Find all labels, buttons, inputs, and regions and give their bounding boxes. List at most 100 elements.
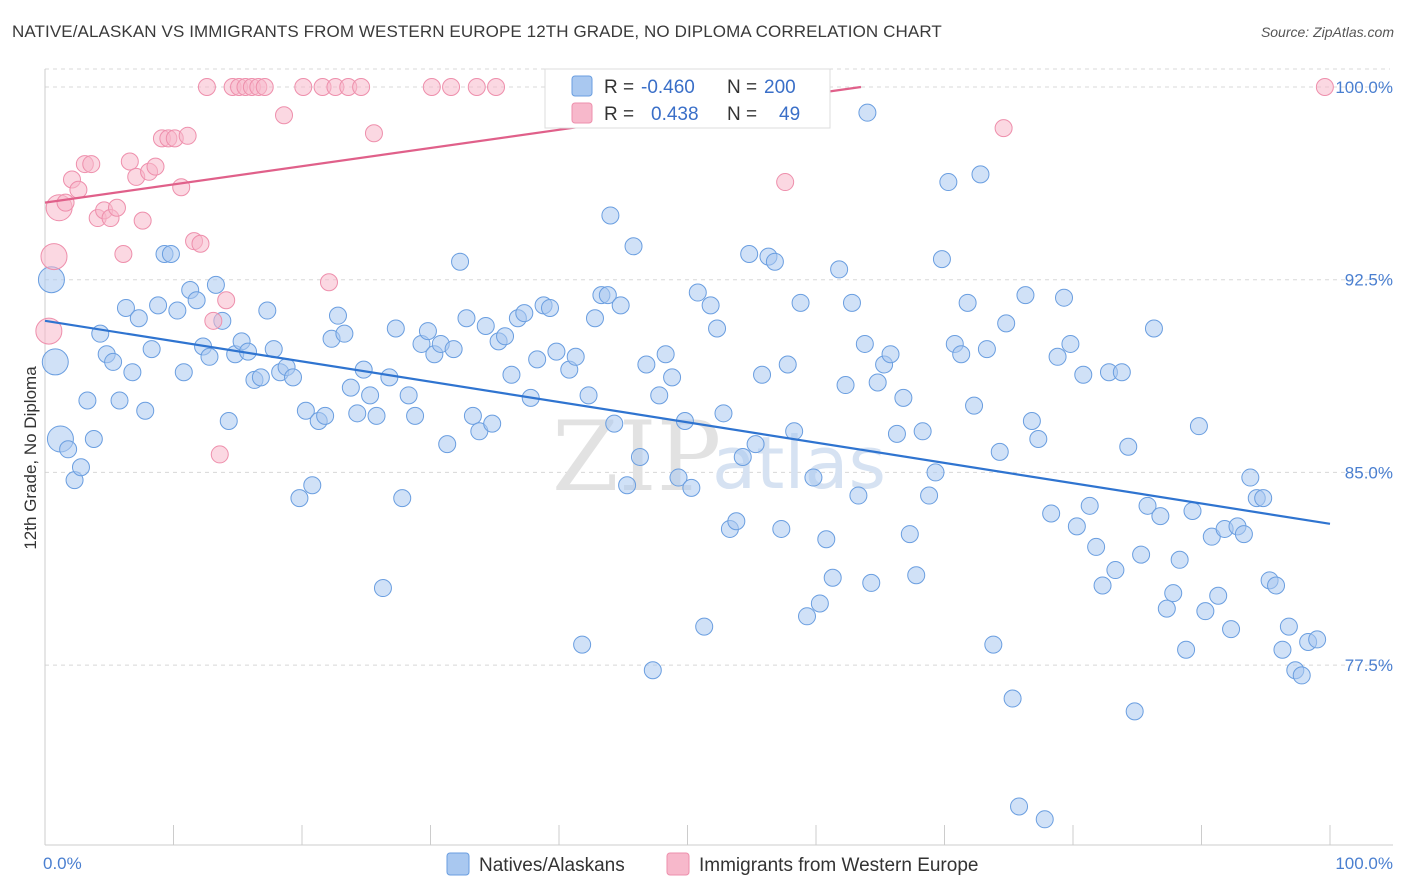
natives-point (1132, 545, 1151, 564)
natives-point (444, 340, 463, 359)
natives-point (778, 355, 797, 374)
natives-point (598, 286, 617, 305)
y-axis-label: 12th Grade, No Diploma (21, 366, 40, 550)
legend-swatch-blue (571, 75, 593, 97)
x-tick-label: 0.0% (43, 854, 82, 873)
natives-point (251, 368, 270, 387)
natives-point (37, 266, 65, 294)
natives-point (858, 103, 877, 122)
natives-point (129, 309, 148, 328)
immigrants-point (82, 155, 101, 174)
natives-point (348, 404, 367, 423)
source-label: Source: ZipAtlas.com (1260, 24, 1394, 40)
natives-point (258, 301, 277, 320)
natives-point (1029, 430, 1048, 449)
natives-point (41, 348, 69, 376)
natives-point (528, 350, 547, 369)
natives-point (123, 363, 142, 382)
bottom-legend-label-natives: Natives/Alaskans (479, 855, 625, 876)
immigrants-point (487, 77, 506, 96)
natives-point (798, 607, 817, 626)
natives-point (290, 489, 309, 508)
natives-point (187, 291, 206, 310)
natives-point (637, 355, 656, 374)
legend-n-value-2: 49 (779, 104, 800, 125)
natives-point (1222, 620, 1241, 639)
natives-point (1080, 496, 1099, 515)
immigrants-point (204, 311, 223, 330)
natives-point (1254, 489, 1273, 508)
natives-point (894, 388, 913, 407)
y-tick-label: 92.5% (1345, 271, 1393, 290)
natives-point (1138, 496, 1157, 515)
immigrants-point (1315, 77, 1334, 96)
natives-point (682, 478, 701, 497)
y-tick-labels: 77.5% 85.0% 92.5% 100.0% (1335, 78, 1393, 675)
natives-point (1273, 640, 1292, 659)
natives-point (84, 430, 103, 449)
natives-point (1164, 584, 1183, 603)
natives-point (1279, 617, 1298, 636)
natives-point (1308, 630, 1327, 649)
y-tick-label: 85.0% (1345, 463, 1393, 482)
immigrants-point (217, 291, 236, 310)
legend-r-value-1: -0.460 (641, 77, 695, 98)
natives-point (1196, 602, 1215, 621)
immigrants-point (69, 180, 88, 199)
legend-r-label-2: R = (604, 104, 634, 125)
natives-point (1189, 417, 1208, 436)
legend-box: R = -0.460 N = 200 R = 0.438 N = 49 (544, 68, 831, 129)
natives-point (457, 309, 476, 328)
natives-point (284, 368, 303, 387)
natives-point (116, 298, 135, 317)
natives-point (1055, 288, 1074, 307)
natives-point (149, 296, 168, 315)
natives-point (862, 573, 881, 592)
natives-point (804, 468, 823, 487)
natives-point (515, 304, 534, 323)
natives-point (1003, 689, 1022, 708)
immigrants-point (178, 126, 197, 145)
natives-point (868, 373, 887, 392)
natives-point (161, 245, 180, 264)
natives-point (855, 334, 874, 353)
natives-point (1067, 517, 1086, 536)
immigrants-point (364, 124, 383, 143)
natives-point (727, 512, 746, 531)
immigrants-point (294, 77, 313, 96)
natives-point (541, 298, 560, 317)
natives-point (701, 296, 720, 315)
natives-point (1157, 599, 1176, 618)
natives-point (1087, 537, 1106, 556)
immigrants-point (120, 152, 139, 171)
natives-point (618, 476, 637, 495)
natives-point (708, 319, 727, 338)
natives-point (1170, 550, 1189, 569)
natives-point (1292, 666, 1311, 685)
natives-point (1119, 437, 1138, 456)
natives-point (1093, 576, 1112, 595)
gridlines (45, 68, 1390, 666)
natives-point (656, 345, 675, 364)
natives-point (438, 435, 457, 454)
immigrants-point (107, 198, 126, 217)
natives-point (1035, 810, 1054, 829)
x-tick-labels: 0.0% 100.0% (43, 854, 1393, 873)
natives-point (573, 635, 592, 654)
natives-trend-line (44, 319, 1331, 525)
natives-point (1106, 561, 1125, 580)
natives-point (688, 283, 707, 302)
natives-point (1010, 797, 1029, 816)
natives-point (361, 386, 380, 405)
natives-point (1151, 507, 1170, 526)
immigrants-point (467, 77, 486, 96)
natives-point (753, 365, 772, 384)
bottom-legend-swatch-pink (666, 852, 690, 876)
immigrants-point (133, 211, 152, 230)
natives-point (971, 165, 990, 184)
immigrants-point (422, 77, 441, 96)
natives-point (611, 296, 630, 315)
natives-point (601, 206, 620, 225)
natives-point (926, 463, 945, 482)
